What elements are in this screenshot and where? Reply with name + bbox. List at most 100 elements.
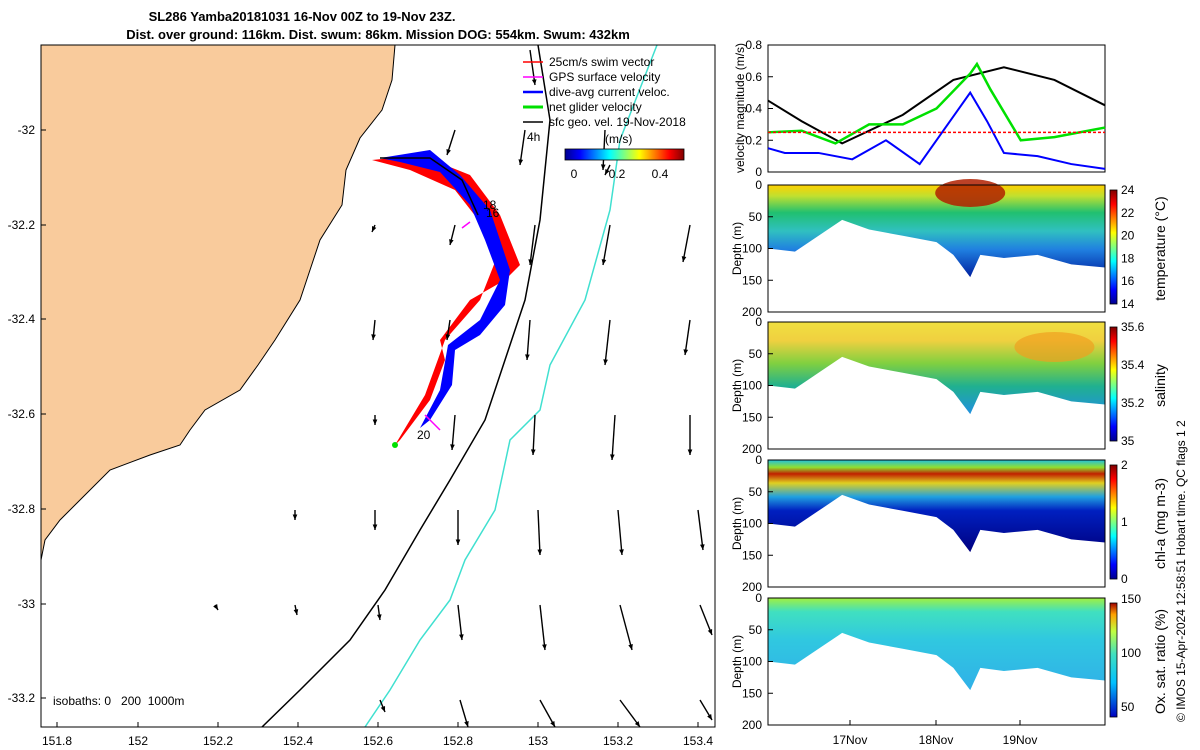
sfc-velocity-arrowhead [518,159,524,165]
sfc-velocity-arrowhead [445,334,451,340]
time-tick-label: 18Nov [919,733,954,747]
velocity-tick-label: 0.4 [745,102,762,116]
section-cbar-tick: 22 [1121,206,1135,220]
isobath-1000m [364,45,658,727]
section-depth-tick: 100 [742,242,762,256]
sfc-velocity-arrowhead [600,164,606,170]
sfc-velocity-arrowhead [371,334,376,340]
map-cbar-tick-0: 0 [571,167,578,181]
sfc-velocity-arrow [451,414,456,451]
track-black-line [380,157,479,216]
map-y-tick-label: -33 [18,597,36,611]
sfc-velocity-arrow [682,224,691,263]
figure-title-line1: SL286 Yamba20181031 16-Nov 00Z to 19-Nov… [149,9,456,24]
section-cbar-tick: 50 [1121,700,1135,714]
time-tick-label: 19Nov [1003,733,1038,747]
section-depth-tick: 50 [749,210,763,224]
section-depth-tick: 0 [755,315,762,329]
map-y-tick-label: -32.2 [8,218,36,232]
section-depth-tick: 0 [755,178,762,192]
section-depth-tick: 200 [742,718,762,732]
section-cbar-tick: 0 [1121,572,1128,586]
sfc-velocity-arrowhead [537,549,543,555]
map-y-tick-label: -32.8 [8,502,36,516]
map-x-tick-label: 153 [528,734,548,748]
map-x-tick-label: 153.2 [603,734,633,748]
section-cbar-tick: 100 [1121,646,1141,660]
section-panel: 0 50 100 150 200 Depth (m) 0 1 2 chl-a (mg m-3) [730,453,1168,594]
sfc-velocity-arrowhead [525,354,530,360]
sfc-velocity-arrow [604,319,611,366]
sfc-velocity-arrow [619,604,633,651]
legend-net: net glider velocity [549,100,642,114]
map-cbar-tick-2: 0.4 [652,167,669,181]
section-depth-tick: 150 [742,410,762,424]
section-cbar-tick: 1 [1121,515,1128,529]
section-cbar-tick: 24 [1121,183,1135,197]
sfc-velocity-arrow [617,509,623,556]
section-colorbar [1109,326,1118,442]
velocity-series [767,61,1106,170]
salty-patch [1014,332,1095,362]
map-legend: 25cm/s swim vector GPS surface velocity … [523,55,686,181]
section-depth-tick: 50 [749,623,763,637]
surface-velocity-arrows [213,49,713,727]
section-cbar-label: salinity [1152,364,1168,407]
map-x-tick-label: 152.6 [363,734,393,748]
section-depth-tick: 50 [749,347,763,361]
sfc-velocity-arrow [602,224,611,266]
sfc-velocity-arrowhead [601,259,607,265]
velocity-ylabel: velocity magnitude (m/s) [733,43,747,173]
sfc-velocity-arrow [619,699,641,727]
map-x-tick-label: 152.2 [203,734,233,748]
map-y-tick-label: -32 [18,123,36,137]
track-start-green [392,442,398,448]
section-cbar-tick: 2 [1121,458,1128,472]
sfc-velocity-arrowhead [530,449,536,455]
sfc-velocity-arrowhead [213,604,218,610]
sfc-velocity-arrowhead [550,721,555,727]
sfc-velocity-arrowhead [699,544,705,550]
section-depth-tick: 200 [742,442,762,456]
section-cbar-tick: 150 [1121,592,1141,606]
sfc-velocity-arrowhead [380,706,386,712]
sfc-velocity-arrow [529,49,536,86]
sfc-velocity-arrowhead [446,149,451,155]
map-x-tick-label: 151.8 [42,734,72,748]
section-cbar-label: chl-a (mg m-3) [1152,478,1168,569]
section-cbar-tick: 35.4 [1121,358,1145,372]
velocity-tick-label: 0.8 [745,38,762,52]
legend-current: dive-avg current veloc. [549,85,670,99]
sfc-velocity-arrowhead [683,349,689,355]
legend-swim: 25cm/s swim vector [549,55,654,69]
isobaths-label: isobaths: 0 200 1000m [53,694,184,708]
legend-gps: GPS surface velocity [549,70,660,84]
section-colorbar [1109,464,1118,580]
section-depth-tick: 200 [742,305,762,319]
map-x-tick-label: 152.4 [283,734,313,748]
velocity-series-line [767,61,1106,145]
sfc-velocity-arrowhead [292,514,298,520]
day-label-20: 20 [417,428,431,442]
sfc-velocity-arrow [611,414,616,461]
section-cbar-tick: 16 [1121,274,1135,288]
sfc-velocity-arrowhead [376,614,382,620]
isobath-200m [261,45,551,727]
section-depth-tick: 150 [742,548,762,562]
sfc-velocity-arrowhead [449,239,454,245]
section-colorbar [1109,602,1118,718]
sfc-velocity-arrow [529,224,536,266]
map-y-ticks: -32 -32.2 -32.4 -32.6 -32.8 -33 -33.2 [8,123,46,705]
sfc-velocity-arrow [537,509,541,556]
section-ylabel: Depth (m) [730,635,744,688]
sfc-velocity-arrow [532,414,536,456]
map-y-tick-label: -32.4 [8,312,36,326]
section-cbar-tick: 18 [1121,251,1135,265]
map-x-tick-label: 152.8 [443,734,473,748]
section-depth-tick: 0 [755,591,762,605]
section-depth-tick: 150 [742,273,762,287]
sfc-velocity-arrowhead [542,644,547,650]
sfc-velocity-arrowhead [372,419,378,425]
section-panel: 0 50 100 150 200 Depth (m) 50 100 150 Ox. sat. ra… [730,591,1168,732]
section-panel: 0 50 100 150 200 Depth (m) 35 35.2 35.4 35.6 salin… [730,315,1168,456]
